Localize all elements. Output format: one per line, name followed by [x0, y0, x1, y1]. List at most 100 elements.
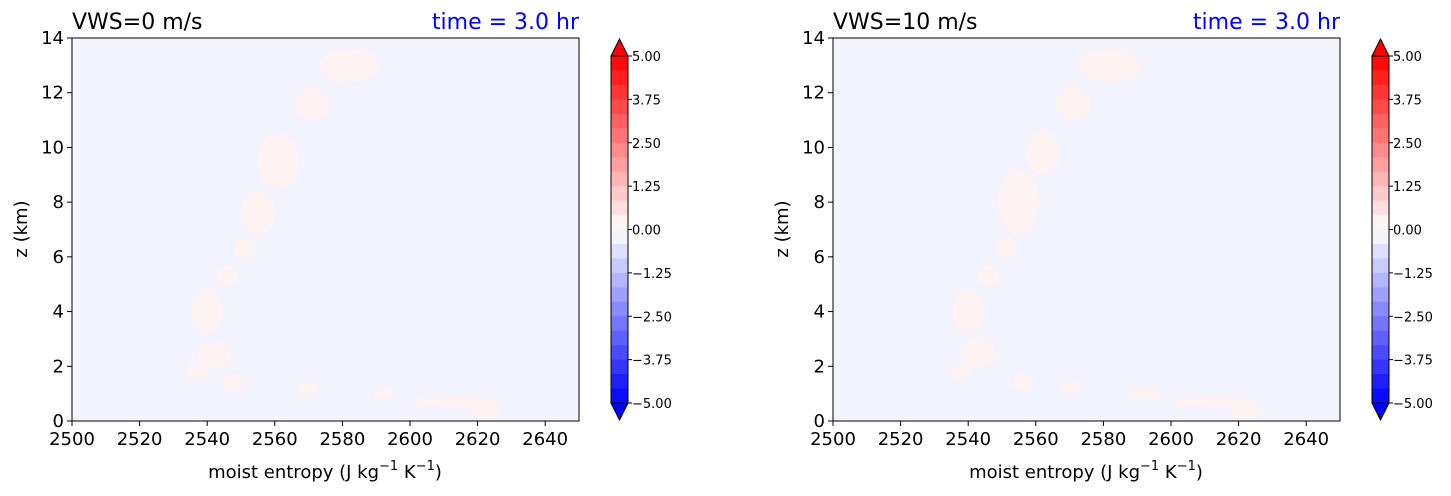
colorbar-level: [611, 229, 628, 245]
colorbar-level: [1372, 157, 1389, 173]
colorbar-level: [611, 374, 628, 390]
y-tick-label: 6: [53, 247, 64, 268]
colorbar-tick-label: −1.25: [1393, 267, 1433, 282]
y-tick-label: 14: [41, 28, 64, 49]
colorbar-level: [611, 84, 628, 100]
panel-title-right: time = 3.0 hr: [1193, 10, 1341, 35]
panel-title-left: VWS=0 m/s: [72, 10, 203, 35]
x-tick-label: 2640: [522, 429, 568, 450]
colorbar-level: [611, 316, 628, 332]
colorbar-level: [611, 301, 628, 317]
colorbar-level: [611, 388, 628, 404]
colorbar-tick-label: 5.00: [1393, 50, 1422, 65]
contour-region: [1056, 87, 1090, 121]
x-tick-label: 2620: [1216, 429, 1262, 450]
colorbar-tick-label: −2.50: [632, 310, 672, 325]
panel-title-right: time = 3.0 hr: [432, 10, 580, 35]
colorbar-level: [611, 359, 628, 375]
panel-title-left: VWS=10 m/s: [833, 10, 978, 35]
y-tick-label: 10: [41, 137, 64, 158]
colorbar-level: [1372, 99, 1389, 115]
contour-region: [234, 237, 255, 260]
y-tick-label: 4: [814, 302, 825, 323]
colorbar-level: [1372, 229, 1389, 245]
colorbar-tick-label: 3.75: [632, 93, 661, 108]
x-tick-label: 2520: [878, 429, 924, 450]
colorbar-level: [1372, 142, 1389, 158]
x-tick-label: 2560: [252, 429, 298, 450]
colorbar-level: [1372, 330, 1389, 346]
colorbar-level: [611, 200, 628, 216]
x-tick-label: 2560: [1013, 429, 1059, 450]
contour-region: [191, 289, 223, 334]
colorbar-tick-label: −2.50: [1393, 310, 1433, 325]
colorbar-tick-label: −1.25: [632, 267, 672, 282]
y-tick-label: 2: [53, 356, 64, 377]
x-tick-label: 2580: [319, 429, 365, 450]
contour-region: [978, 265, 999, 287]
axes-frame: [832, 37, 1341, 422]
x-tick-label: 2620: [455, 429, 501, 450]
colorbar-level: [1372, 272, 1389, 288]
colorbar-level: [1372, 215, 1389, 230]
contour-region: [467, 401, 502, 419]
contour-region: [186, 363, 208, 380]
y-tick-label: 0: [814, 411, 825, 432]
contour-region: [1228, 401, 1263, 419]
panel-vws-0: VWS=0 m/s time = 3.0 hr z (km) moist ent…: [11, 10, 672, 483]
colorbar-level: [611, 113, 628, 129]
contour-region: [995, 237, 1016, 260]
colorbar-level: [611, 142, 628, 158]
contour-region: [951, 363, 972, 380]
colorbar-extend-min: [1371, 402, 1390, 422]
colorbar-level: [1372, 128, 1389, 144]
x-tick-label: 2520: [117, 429, 163, 450]
colorbar-level: [611, 258, 628, 274]
contour-region: [295, 87, 329, 121]
colorbar-tick-label: −3.75: [632, 354, 672, 369]
contour-region: [372, 388, 394, 400]
colorbar-extend-min: [610, 402, 629, 422]
x-axis-label: moist entropy (J kg−1 K−1): [969, 459, 1203, 483]
colorbar-tick-label: 1.25: [1393, 180, 1422, 195]
colorbar-level: [1372, 84, 1389, 100]
colorbar-tick-label: 1.25: [632, 180, 661, 195]
colorbar-level: [611, 157, 628, 173]
contour-region: [217, 265, 238, 287]
colorbar-level: [1372, 243, 1389, 259]
colorbar-level: [611, 272, 628, 288]
colorbar-tick-label: 0.00: [1393, 224, 1422, 239]
contour-region: [1127, 388, 1161, 400]
colorbar-level: [1372, 316, 1389, 332]
contour-region: [257, 133, 299, 189]
x-tick-label: 2540: [184, 429, 230, 450]
colorbar-tick-label: 2.50: [632, 137, 661, 152]
y-tick-label: 12: [802, 83, 825, 104]
colorbar-level: [1372, 287, 1389, 303]
colorbar-tick-label: −3.75: [1393, 354, 1433, 369]
contour-region: [298, 381, 319, 396]
colorbar: 5.00 3.75 2.50 1.25 0.00 −1.25 −2.50 −3.75 −5.00: [610, 37, 672, 422]
contour-region: [1059, 381, 1080, 396]
x-tick-label: 2540: [945, 429, 991, 450]
contour-region: [998, 169, 1040, 235]
colorbar-level: [611, 70, 628, 86]
contour-region: [1025, 131, 1060, 175]
contour-region: [1079, 48, 1141, 82]
y-tick-label: 10: [802, 137, 825, 158]
colorbar-level: [611, 345, 628, 361]
contour-region: [224, 374, 245, 391]
x-tick-label: 2500: [810, 429, 856, 450]
colorbar-tick-label: 2.50: [1393, 137, 1422, 152]
colorbar-level: [1372, 345, 1389, 361]
colorbar-level: [1372, 56, 1389, 71]
contour-region: [197, 341, 231, 370]
y-tick-label: 4: [53, 302, 64, 323]
x-tick-label: 2500: [49, 429, 95, 450]
y-tick-label: 6: [814, 247, 825, 268]
colorbar-level: [611, 215, 628, 230]
colorbar-tick-label: 0.00: [632, 224, 661, 239]
colorbar-level: [611, 287, 628, 303]
colorbar-level: [1372, 113, 1389, 129]
